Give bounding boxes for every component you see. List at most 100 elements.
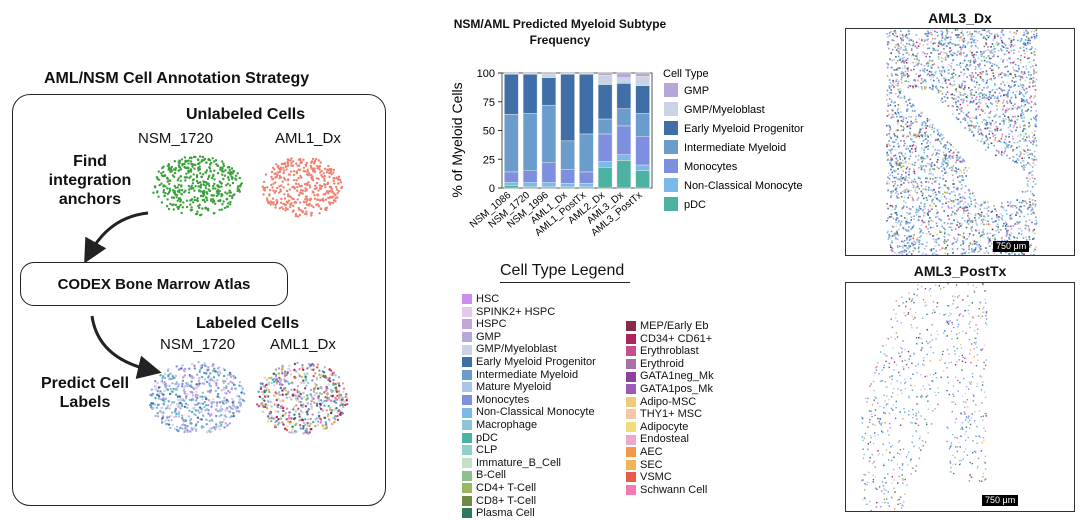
tissue-cell (891, 204, 893, 207)
tissue-cell (917, 247, 920, 250)
tissue-cell (979, 235, 982, 238)
tissue-cell (1027, 57, 1029, 60)
tissue-cell (891, 113, 894, 116)
tissue-cell (907, 99, 910, 101)
tissue-cell (940, 43, 942, 45)
cell-point (213, 169, 216, 172)
tissue-cell (986, 121, 988, 124)
tissue-cell (936, 159, 939, 161)
tissue-cell (1030, 209, 1033, 211)
tissue-cell (906, 229, 908, 232)
tissue-cell (888, 113, 890, 116)
cell-legend-item: Adipo-MSC (626, 396, 714, 409)
cell-legend-swatch (462, 369, 472, 380)
cell-point (275, 198, 278, 202)
tissue-cell (1033, 53, 1036, 56)
cell-point (271, 378, 274, 381)
cell-point (157, 397, 161, 400)
tissue-cell (981, 121, 983, 123)
tissue-cell (1023, 168, 1025, 171)
tissue-cell (1031, 186, 1034, 188)
tissue-cell (891, 240, 893, 242)
tissue-cell (976, 241, 979, 243)
cell-point (327, 418, 331, 421)
tissue-cell (926, 199, 929, 201)
tissue-cell (927, 140, 929, 142)
tissue-cell (935, 180, 937, 183)
tissue-cell (903, 240, 906, 242)
cell-point (175, 196, 178, 199)
tissue-cell (968, 217, 970, 219)
cell-point (232, 374, 235, 378)
tissue-cell (986, 207, 988, 210)
bar-segment (522, 73, 538, 114)
tissue-cell (964, 119, 967, 121)
tissue-cell (888, 124, 890, 127)
tissue-cell (923, 247, 926, 250)
tissue-cell (1032, 162, 1035, 164)
tissue-cell (985, 43, 988, 46)
tissue-cell (902, 39, 904, 42)
tissue-cell (1016, 146, 1018, 149)
tissue-cell (892, 190, 894, 192)
tissue-cell (930, 188, 932, 191)
tissue-cell (1000, 88, 1002, 91)
cell-point (300, 375, 304, 379)
tissue-cell (969, 197, 972, 200)
tissue-cell (972, 101, 975, 103)
cell-point (300, 381, 303, 384)
cell-legend-swatch (462, 508, 472, 519)
cell-point (198, 206, 201, 210)
cell-point (190, 184, 194, 187)
cell-point (299, 392, 302, 396)
tissue-cell (886, 180, 889, 183)
tissue-cell (889, 174, 891, 176)
tissue-cell (1033, 36, 1036, 38)
cell-legend-label: GMP (476, 330, 502, 343)
tissue-cell (902, 116, 905, 119)
cell-point (278, 381, 282, 384)
tissue-cell (973, 125, 976, 127)
cell-point (334, 386, 337, 390)
tissue-cell (922, 221, 925, 224)
cell-point (308, 199, 312, 202)
tissue-cell (953, 97, 956, 99)
tissue-cell (925, 188, 928, 191)
tissue-cell (937, 49, 939, 52)
tissue-cell (984, 252, 986, 255)
tissue-cell (1020, 112, 1022, 115)
cell-point (195, 383, 198, 386)
cell-point (212, 200, 216, 203)
tissue-cell (961, 46, 963, 49)
tissue-cell (940, 33, 942, 36)
tissue-cell (1024, 133, 1027, 135)
tissue-cell (1025, 99, 1028, 101)
tissue-cell (953, 186, 955, 189)
tissue-cell (1020, 205, 1022, 208)
tissue-cell (1020, 92, 1022, 94)
tissue-cell (962, 179, 964, 182)
tissue-cell (902, 44, 905, 46)
cell-point (312, 420, 315, 424)
tissue-cell (1013, 36, 1015, 38)
tissue-cell (913, 133, 915, 135)
tissue-cell (932, 42, 935, 45)
tissue-cell (1035, 219, 1038, 222)
tissue-cell (922, 214, 925, 217)
tissue-cell (962, 196, 964, 198)
cell-point (299, 201, 302, 204)
tissue-cell (953, 151, 955, 154)
tissue-cell (906, 57, 909, 60)
tissue-cell (984, 64, 986, 67)
tissue-cell (923, 151, 926, 154)
cell-legend-item: pDC (462, 432, 596, 445)
bar-segment (504, 114, 519, 173)
tissue-cell (934, 30, 936, 33)
tissue-cell (917, 215, 920, 218)
tissue-cell (929, 74, 931, 77)
cell-point (176, 190, 180, 193)
tissue-cell (987, 49, 990, 51)
tissue-cell (947, 215, 949, 217)
cell-legend-label: Macrophage (476, 418, 538, 431)
cell-point (284, 209, 287, 212)
